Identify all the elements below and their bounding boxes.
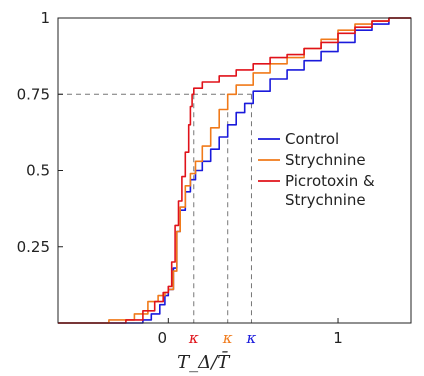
series-line	[58, 17, 411, 324]
legend-label-line2: Strychnine	[285, 191, 366, 209]
y-tick-label: 1	[40, 9, 50, 27]
y-tick-label: 0.5	[26, 162, 50, 180]
axis-ticks: 0.25 0.5 0.75 1 0 1	[17, 9, 343, 347]
kappa-marker-label: κ	[246, 329, 257, 347]
kappa-marker-label: κ	[188, 329, 199, 347]
y-tick-label: 0.25	[17, 238, 50, 256]
reference-lines	[58, 93, 252, 323]
series-line	[58, 17, 411, 324]
series-line	[58, 17, 411, 324]
x-axis-label: T_Δ/T̄	[177, 350, 231, 373]
plot-frame	[57, 17, 412, 324]
legend-label: Picrotoxin &	[285, 172, 375, 190]
y-tick-label: 0.75	[17, 85, 50, 103]
legend-label: Strychnine	[285, 151, 366, 169]
legend-label: Control	[285, 130, 339, 148]
x-tick-label: 1	[333, 329, 343, 347]
kappa-marker-label: κ	[222, 329, 233, 347]
series-lines	[58, 17, 411, 324]
x-tick-label: 0	[158, 329, 168, 347]
